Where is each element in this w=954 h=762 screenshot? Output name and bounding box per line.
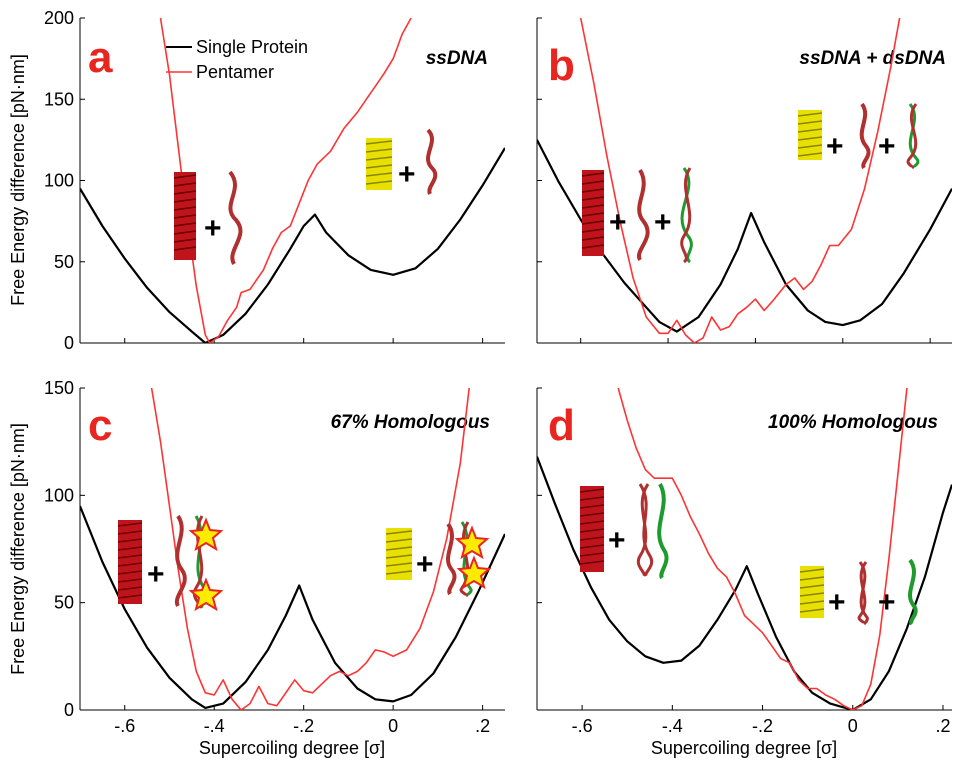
ssdna-strand-icon [859, 102, 871, 170]
plus-icon: + [147, 558, 165, 591]
star-icon [188, 517, 224, 552]
dsdna-red-strand-icon [680, 167, 692, 264]
illustration-a-red-coil-ssdna: + [173, 170, 243, 265]
axes-layer: 0 50 100 150 200 0 50 100 150 -.6 -.4 -.2 0 .2 -.6 -.4 -… [44, 8, 952, 736]
red-coil-icon [581, 170, 605, 256]
xlabel-c: Supercoiling degree [σ] [199, 738, 385, 758]
plus-icon: + [608, 524, 626, 557]
star-icon [188, 577, 224, 612]
single-protein-curve-c [80, 505, 505, 709]
x-tick-label: -.2 [293, 716, 314, 736]
ylabel-bottom: Free Energy difference [pN·nm] [8, 423, 28, 675]
y-tick-label: 0 [64, 333, 74, 353]
panel-title-c: 67% Homologous [331, 412, 490, 433]
ssdna-green-strand-icon [657, 483, 669, 580]
x-tick-label: 0 [848, 716, 858, 736]
pentamer-curve-b [579, 18, 901, 343]
plus-icon: + [609, 206, 627, 239]
illustration-d-yellow-coil: + + [799, 558, 918, 626]
x-tick-label: 0 [388, 716, 398, 736]
star-icon [454, 525, 490, 560]
pentamer-curve-c [150, 388, 470, 710]
plus-icon: + [416, 548, 434, 581]
plus-icon: + [828, 586, 846, 619]
y-tick-label: 200 [44, 8, 74, 28]
y-tick-label: 0 [64, 700, 74, 720]
single-protein-curve-b [537, 139, 952, 333]
yellow-coil-icon [385, 528, 413, 580]
dsdna-green-strand-icon [908, 103, 920, 170]
single-protein-curve-d [537, 456, 952, 710]
dsdna-green-strand-icon [680, 167, 693, 264]
legend: Single Protein Pentamer [166, 37, 308, 82]
plus-icon: + [878, 130, 896, 163]
plus-icon: + [398, 158, 416, 191]
panel-letter-c: c [88, 401, 112, 450]
ssdna-strand-icon [636, 168, 650, 262]
panel-letter-b: b [548, 41, 575, 90]
illustration-b-yellow-coil: + + [797, 102, 920, 170]
y-tick-label: 50 [54, 252, 74, 272]
ssdna-strand-icon [426, 128, 438, 195]
panel-letter-d: d [548, 401, 575, 450]
red-coil-icon [117, 520, 143, 604]
dsdna-red-strand-icon [857, 561, 868, 626]
y-tick-label: 150 [44, 89, 74, 109]
star-icon [456, 555, 492, 590]
panel-title-a: ssDNA [426, 48, 488, 69]
dsdna-red-strand-icon [906, 103, 918, 170]
xlabel-d: Supercoiling degree [σ] [651, 738, 837, 758]
ssdna-green-strand-icon [908, 558, 918, 626]
plus-icon: + [654, 206, 672, 239]
x-tick-label: -.6 [114, 716, 135, 736]
panel-title-b: ssDNA + dsDNA [799, 48, 946, 69]
y-tick-label: 50 [54, 593, 74, 613]
dsdna-red-strand-icon [858, 561, 869, 626]
x-tick-label: -.2 [752, 716, 773, 736]
dsdna-red-strand-icon [638, 483, 654, 577]
pentamer-curve-d [617, 388, 908, 710]
ssdna-strand-icon [174, 514, 187, 608]
x-tick-label: -.4 [662, 716, 683, 736]
ssdna-strand-icon [446, 522, 457, 596]
y-tick-label: 100 [44, 485, 74, 505]
ssdna-strand-icon [228, 170, 243, 265]
plus-icon: + [878, 586, 896, 619]
plus-icon: + [204, 212, 222, 245]
illustration-c-yellow-coil: + [385, 521, 492, 598]
illustration-a-yellow-coil-ssdna: + [365, 128, 438, 195]
x-tick-label: -.4 [204, 716, 225, 736]
plus-icon: + [826, 130, 844, 163]
legend-label-single: Single Protein [196, 37, 308, 57]
illustration-b-red-coil: + + [581, 167, 693, 264]
ylabel-top: Free Energy difference [pN·nm] [8, 54, 28, 306]
red-coil-icon [173, 172, 197, 260]
x-tick-label: .2 [475, 716, 490, 736]
panel-title-d: 100% Homologous [768, 412, 938, 433]
dsdna-red-strand-icon [636, 483, 650, 577]
curve-layer [80, 18, 952, 710]
panel-letter-a: a [88, 33, 113, 82]
legend-label-pentamer: Pentamer [196, 62, 274, 82]
y-tick-label: 150 [44, 378, 74, 398]
y-tick-label: 100 [44, 171, 74, 191]
illustration-c-red-coil: + [117, 514, 224, 612]
x-tick-label: -.6 [572, 716, 593, 736]
single-protein-curve-a [80, 147, 505, 343]
red-coil-icon [579, 486, 605, 572]
yellow-coil-icon [797, 110, 823, 160]
yellow-coil-icon [365, 138, 393, 190]
illustration-d-red-coil: + [579, 483, 669, 580]
yellow-coil-icon [799, 566, 825, 618]
x-tick-label: .2 [935, 716, 950, 736]
pentamer-curve-a [159, 18, 412, 343]
